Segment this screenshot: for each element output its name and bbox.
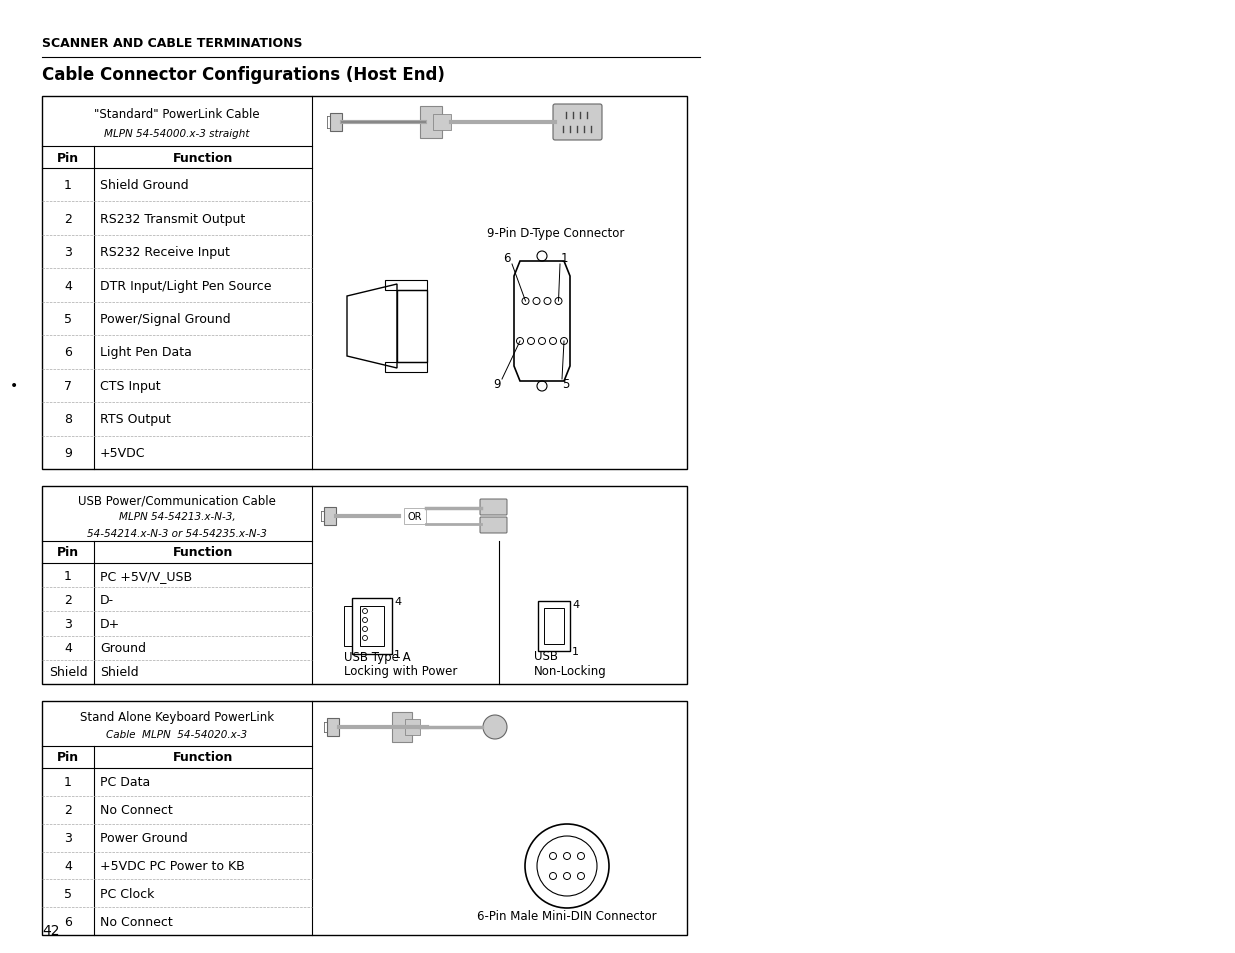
Text: Function: Function <box>173 546 233 558</box>
Text: 1: 1 <box>561 253 568 265</box>
Text: D-: D- <box>100 593 114 606</box>
Text: D+: D+ <box>100 618 120 630</box>
Text: 54-54214.x-N-3 or 54-54235.x-N-3: 54-54214.x-N-3 or 54-54235.x-N-3 <box>86 529 267 538</box>
Text: 6: 6 <box>64 915 72 927</box>
Text: Cable  MLPN  54-54020.x-3: Cable MLPN 54-54020.x-3 <box>106 729 247 740</box>
Bar <box>42 486 687 684</box>
Text: Stand Alone Keyboard PowerLink: Stand Alone Keyboard PowerLink <box>80 711 274 723</box>
Bar <box>327 719 338 737</box>
Text: Shield: Shield <box>48 666 88 679</box>
Text: Function: Function <box>173 751 233 763</box>
Text: 4: 4 <box>572 599 579 609</box>
Text: Shield Ground: Shield Ground <box>100 179 189 192</box>
Text: No Connect: No Connect <box>100 803 173 817</box>
Bar <box>433 115 451 131</box>
Text: 1: 1 <box>394 649 401 659</box>
Text: CTS Input: CTS Input <box>100 379 161 393</box>
Circle shape <box>483 716 508 740</box>
Text: USB: USB <box>534 650 558 662</box>
Text: 42: 42 <box>42 923 59 937</box>
Text: MLPN 54-54213.x-N-3,: MLPN 54-54213.x-N-3, <box>119 512 236 521</box>
Text: +5VDC: +5VDC <box>100 446 146 459</box>
Text: Power/Signal Ground: Power/Signal Ground <box>100 313 231 326</box>
Text: •: • <box>10 378 19 393</box>
Bar <box>385 281 427 291</box>
Text: PC +5V/V_USB: PC +5V/V_USB <box>100 569 193 582</box>
Bar <box>420 107 442 139</box>
Text: MLPN 54-54000.x-3 straight: MLPN 54-54000.x-3 straight <box>104 129 249 139</box>
Text: 2: 2 <box>64 803 72 817</box>
Text: 7: 7 <box>64 379 72 393</box>
Text: Non-Locking: Non-Locking <box>534 665 606 678</box>
Text: DTR Input/Light Pen Source: DTR Input/Light Pen Source <box>100 279 272 293</box>
Text: 4: 4 <box>64 279 72 293</box>
Text: USB Power/Communication Cable: USB Power/Communication Cable <box>78 494 275 507</box>
FancyBboxPatch shape <box>480 517 508 534</box>
Text: Cable Connector Configurations (Host End): Cable Connector Configurations (Host End… <box>42 66 445 84</box>
Text: 2: 2 <box>64 593 72 606</box>
Text: No Connect: No Connect <box>100 915 173 927</box>
Text: RTS Output: RTS Output <box>100 413 170 426</box>
Text: Power Ground: Power Ground <box>100 831 188 844</box>
Text: 2: 2 <box>64 213 72 226</box>
FancyBboxPatch shape <box>553 105 601 141</box>
Bar <box>330 113 342 132</box>
Text: USB Type A: USB Type A <box>345 650 410 662</box>
Text: 4: 4 <box>64 859 72 872</box>
Text: 6: 6 <box>64 346 72 359</box>
Bar <box>396 291 427 363</box>
Text: 6: 6 <box>503 253 511 265</box>
Text: 4: 4 <box>394 597 401 606</box>
Text: Function: Function <box>173 152 233 164</box>
Text: 9: 9 <box>64 446 72 459</box>
Text: 4: 4 <box>64 641 72 655</box>
Text: SCANNER AND CABLE TERMINATIONS: SCANNER AND CABLE TERMINATIONS <box>42 37 303 50</box>
Bar <box>345 606 352 646</box>
FancyBboxPatch shape <box>480 499 508 516</box>
Bar <box>404 509 426 524</box>
Text: 3: 3 <box>64 618 72 630</box>
Text: 5: 5 <box>562 377 569 390</box>
Text: RS232 Transmit Output: RS232 Transmit Output <box>100 213 246 226</box>
Text: Light Pen Data: Light Pen Data <box>100 346 191 359</box>
Bar <box>543 608 564 644</box>
Text: 9-Pin D-Type Connector: 9-Pin D-Type Connector <box>487 227 625 240</box>
Bar <box>538 601 571 651</box>
Text: Pin: Pin <box>57 751 79 763</box>
Text: 1: 1 <box>572 646 579 657</box>
Text: 3: 3 <box>64 246 72 259</box>
Text: 1: 1 <box>64 776 72 788</box>
Text: Locking with Power: Locking with Power <box>345 665 457 678</box>
Text: 6-Pin Male Mini-DIN Connector: 6-Pin Male Mini-DIN Connector <box>477 909 657 923</box>
Text: 5: 5 <box>64 313 72 326</box>
Bar <box>359 606 384 646</box>
Text: OR: OR <box>408 512 422 521</box>
Text: 5: 5 <box>64 887 72 900</box>
Text: 9: 9 <box>493 377 500 390</box>
Text: Ground: Ground <box>100 641 146 655</box>
Bar <box>385 363 427 373</box>
Text: Pin: Pin <box>57 152 79 164</box>
Text: "Standard" PowerLink Cable: "Standard" PowerLink Cable <box>94 109 259 121</box>
Text: 1: 1 <box>64 569 72 582</box>
Bar <box>352 598 391 655</box>
Text: 1: 1 <box>64 179 72 192</box>
Bar <box>405 720 420 735</box>
Bar <box>324 507 336 525</box>
Text: Pin: Pin <box>57 546 79 558</box>
Text: RS232 Receive Input: RS232 Receive Input <box>100 246 230 259</box>
Text: 3: 3 <box>64 831 72 844</box>
Text: 8: 8 <box>64 413 72 426</box>
Text: +5VDC PC Power to KB: +5VDC PC Power to KB <box>100 859 245 872</box>
Text: Shield: Shield <box>100 666 138 679</box>
Bar <box>391 712 412 742</box>
Text: PC Clock: PC Clock <box>100 887 154 900</box>
Bar <box>42 701 687 935</box>
Bar <box>42 97 687 470</box>
Text: PC Data: PC Data <box>100 776 151 788</box>
